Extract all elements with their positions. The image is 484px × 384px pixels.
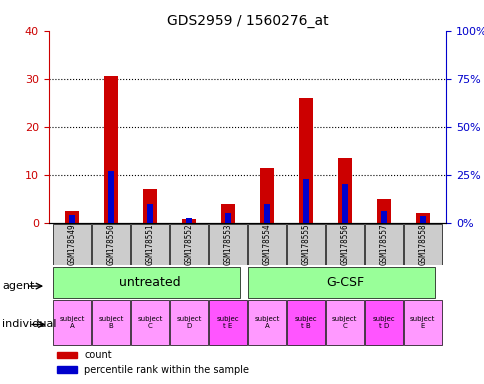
- FancyBboxPatch shape: [53, 300, 91, 345]
- Text: untreated: untreated: [119, 276, 181, 289]
- FancyBboxPatch shape: [287, 223, 324, 265]
- FancyBboxPatch shape: [325, 223, 363, 265]
- Text: subject
A: subject A: [59, 316, 84, 329]
- FancyBboxPatch shape: [248, 223, 285, 265]
- Bar: [419, 216, 424, 223]
- FancyBboxPatch shape: [287, 300, 324, 345]
- FancyBboxPatch shape: [92, 223, 129, 265]
- Text: subject
E: subject E: [409, 316, 435, 329]
- FancyBboxPatch shape: [248, 300, 285, 345]
- FancyBboxPatch shape: [131, 300, 168, 345]
- Bar: [221, 204, 234, 223]
- Text: subject
A: subject A: [254, 316, 279, 329]
- Text: GSM178551: GSM178551: [145, 223, 154, 265]
- FancyBboxPatch shape: [364, 223, 402, 265]
- FancyBboxPatch shape: [131, 223, 168, 265]
- Text: GSM178558: GSM178558: [417, 223, 426, 265]
- Text: GSM178553: GSM178553: [223, 223, 232, 265]
- Text: agent: agent: [2, 281, 35, 291]
- Bar: [182, 219, 195, 223]
- FancyBboxPatch shape: [248, 266, 434, 298]
- Bar: [376, 199, 390, 223]
- Title: GDS2959 / 1560276_at: GDS2959 / 1560276_at: [166, 14, 328, 28]
- Text: G-CSF: G-CSF: [325, 276, 363, 289]
- Bar: [186, 218, 191, 223]
- FancyBboxPatch shape: [170, 223, 207, 265]
- Bar: [65, 211, 78, 223]
- Text: subject
B: subject B: [98, 316, 123, 329]
- FancyBboxPatch shape: [325, 300, 363, 345]
- FancyBboxPatch shape: [170, 300, 207, 345]
- Bar: [147, 204, 152, 223]
- Text: GSM178555: GSM178555: [301, 223, 310, 265]
- Text: GSM178557: GSM178557: [378, 223, 388, 265]
- Bar: [302, 179, 308, 223]
- Bar: [341, 184, 347, 223]
- Text: subject
C: subject C: [332, 316, 357, 329]
- Bar: [264, 204, 269, 223]
- Bar: [69, 215, 75, 223]
- Text: subject
C: subject C: [137, 316, 162, 329]
- Text: individual: individual: [2, 319, 57, 329]
- Text: GSM178549: GSM178549: [67, 223, 76, 265]
- FancyBboxPatch shape: [92, 300, 129, 345]
- Text: GSM178556: GSM178556: [340, 223, 348, 265]
- Text: subjec
t D: subjec t D: [372, 316, 394, 329]
- Bar: [225, 213, 230, 223]
- Bar: [415, 213, 429, 223]
- FancyBboxPatch shape: [209, 223, 246, 265]
- Bar: [299, 98, 312, 223]
- Bar: [380, 211, 386, 223]
- Legend: count, percentile rank within the sample: count, percentile rank within the sample: [53, 346, 253, 379]
- Bar: [104, 76, 118, 223]
- FancyBboxPatch shape: [53, 266, 240, 298]
- Text: GSM178554: GSM178554: [262, 223, 271, 265]
- Text: GSM178552: GSM178552: [184, 223, 193, 265]
- Bar: [337, 158, 351, 223]
- Text: subjec
t B: subjec t B: [294, 316, 317, 329]
- FancyBboxPatch shape: [53, 223, 91, 265]
- Bar: [108, 171, 113, 223]
- FancyBboxPatch shape: [209, 300, 246, 345]
- Text: subject
D: subject D: [176, 316, 201, 329]
- Bar: [143, 189, 156, 223]
- FancyBboxPatch shape: [403, 300, 440, 345]
- Text: GSM178550: GSM178550: [106, 223, 115, 265]
- FancyBboxPatch shape: [364, 300, 402, 345]
- Text: subjec
t E: subjec t E: [216, 316, 239, 329]
- Bar: [259, 167, 273, 223]
- FancyBboxPatch shape: [403, 223, 440, 265]
